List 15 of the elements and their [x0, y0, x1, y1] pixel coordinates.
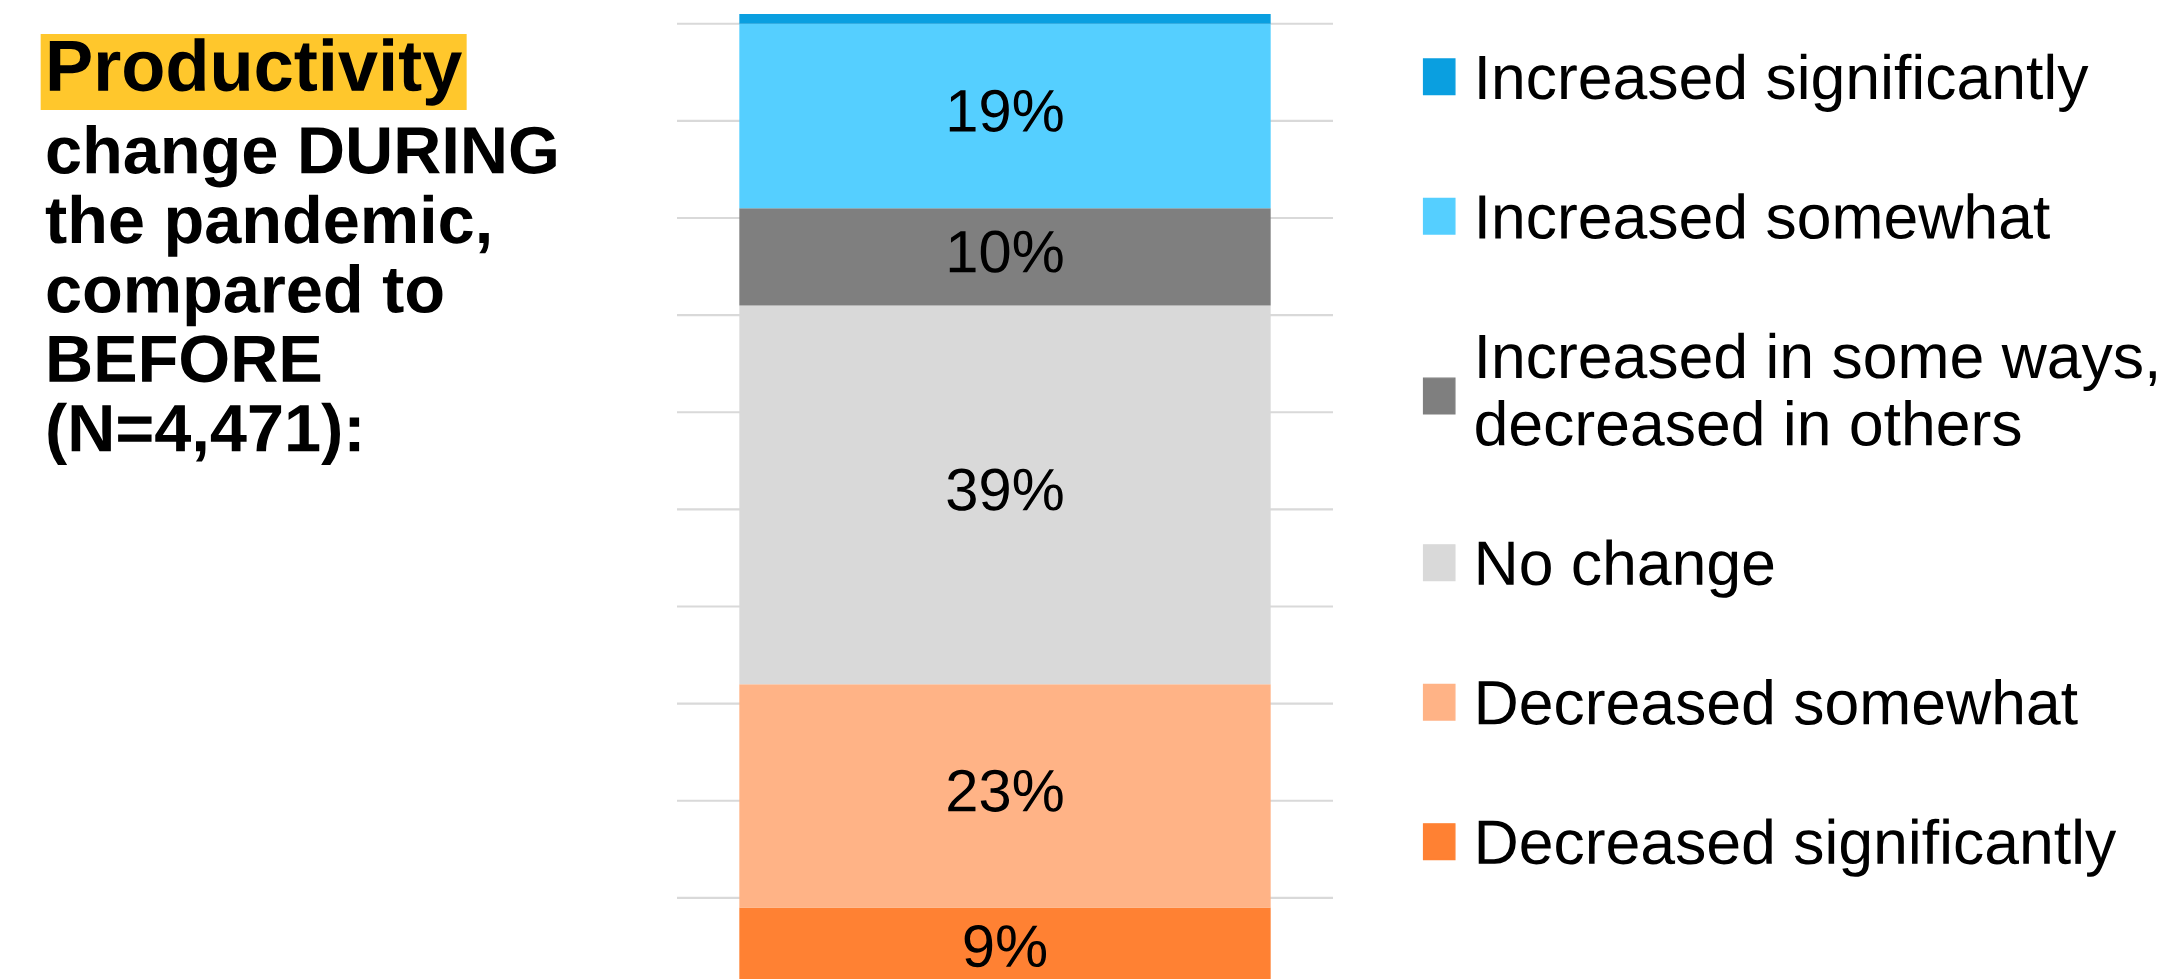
bar: [739, 23, 1271, 209]
legend-label: No change: [1478, 539, 1774, 598]
legend-label: Increased somewhat: [1479, 193, 2050, 240]
legend-label: Increased significantly: [1479, 53, 2089, 112]
data-label: 19%: [949, 89, 1063, 133]
legend-label: Decreased somewhat: [1478, 679, 2078, 725]
legend-label: Decreased significantly: [1478, 818, 2117, 877]
text: Productivity change DURING the pandemic, compared to BEFORE (N=4,471):: [45, 38, 556, 466]
legend-label: Increased in some ways, decreased in others: [1476, 332, 2156, 446]
data-label: 39%: [947, 468, 1063, 511]
bar: [739, 208, 1271, 306]
data-label: 10%: [949, 230, 1063, 273]
bar: [739, 14, 1271, 24]
data-label: 23%: [948, 769, 1063, 812]
data-label: 9%: [964, 925, 1047, 968]
